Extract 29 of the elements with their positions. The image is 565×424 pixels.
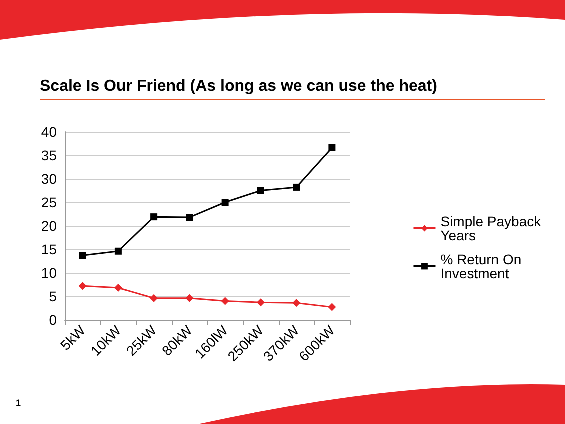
chart-title: Scale Is Our Friend (As long as we can use the heat)	[40, 78, 545, 100]
point	[257, 187, 264, 194]
y-tick-label: 5	[49, 288, 58, 304]
point	[328, 144, 336, 152]
text: 1	[16, 398, 22, 408]
point	[150, 214, 158, 221]
point	[292, 299, 301, 308]
point	[114, 284, 122, 292]
y-tick-label: 40	[41, 124, 58, 140]
legend-label: % Return On Investment	[440, 252, 526, 282]
y-tick-label: 15	[41, 242, 58, 258]
y-tick-label: 10	[41, 265, 58, 281]
legend-label: Simple Payback Years	[440, 214, 546, 244]
y-tick-label: 20	[41, 218, 58, 234]
point	[186, 294, 194, 302]
point	[222, 199, 229, 206]
y-tick-label: 30	[41, 171, 58, 187]
point	[186, 214, 194, 222]
point	[79, 252, 86, 260]
point	[78, 282, 87, 290]
point	[293, 184, 300, 191]
point	[328, 303, 336, 312]
point	[114, 248, 122, 255]
point	[150, 294, 158, 302]
point	[256, 298, 265, 307]
point	[221, 297, 230, 306]
y-tick-label: 0	[49, 312, 58, 328]
y-tick-label: 25	[41, 194, 58, 210]
y-tick-label: 35	[41, 148, 58, 164]
